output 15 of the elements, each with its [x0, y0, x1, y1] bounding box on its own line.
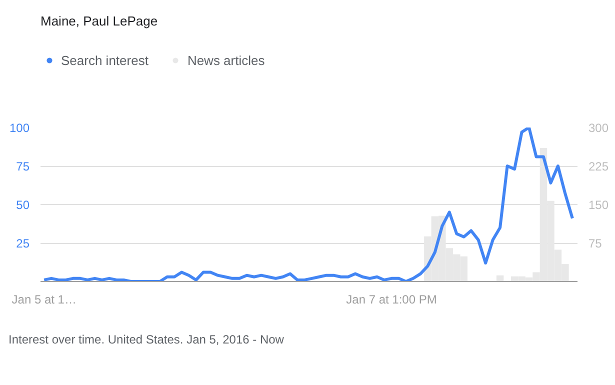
y2-tick-label: 300 — [588, 121, 609, 135]
x-tick-label: Jan 5 at 1… — [12, 292, 76, 306]
y-tick-label: 100 — [9, 121, 30, 135]
y-tick-label: 25 — [16, 236, 30, 250]
legend-label: News articles — [187, 52, 265, 68]
y-tick-label: 50 — [16, 198, 30, 212]
chart-title: Maine, Paul LePage — [40, 14, 158, 28]
y2-tick-label: 225 — [588, 160, 609, 174]
y2-tick-label: 75 — [588, 236, 602, 250]
text: Interest over time. United States. Jan 5, 2016 - Now — [8, 332, 284, 346]
legend-label: Search interest — [61, 52, 148, 68]
x-tick-label: Jan 7 at 1:00 PM — [346, 292, 437, 306]
y2-tick-label: 150 — [588, 198, 609, 212]
y-tick-label: 75 — [16, 160, 30, 174]
line-series — [42, 128, 574, 282]
